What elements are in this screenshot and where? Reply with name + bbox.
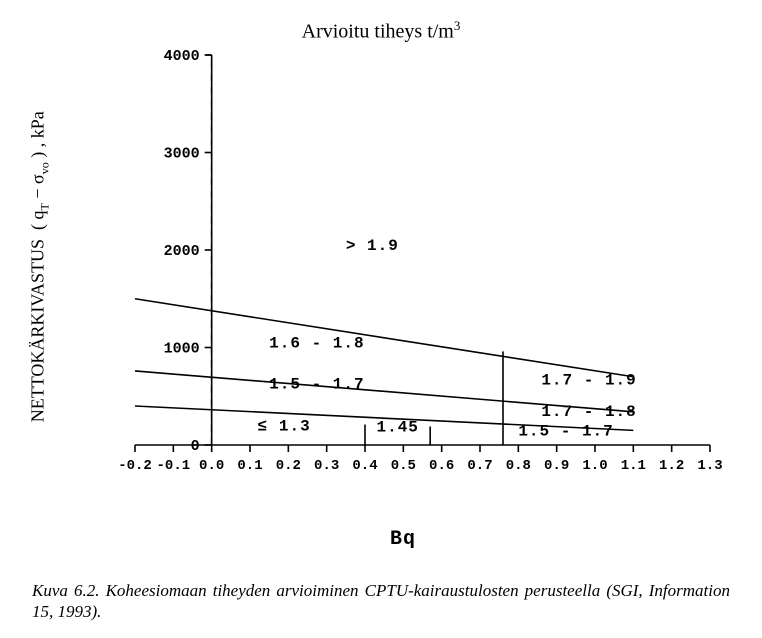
x-tick-label: 0.3 — [314, 458, 339, 474]
region-label-5: 1.5 - 1.7 — [518, 422, 613, 440]
x-tick-label: -0.2 — [118, 458, 152, 474]
y-tick-label: 4000 — [164, 48, 200, 65]
y-axis-label-plain: NETTOKÄRKIVASTUS — [28, 239, 48, 422]
x-tick-label: 1.0 — [582, 458, 607, 474]
x-axis-label: Bq — [390, 528, 416, 551]
x-tick-label: 0.2 — [276, 458, 301, 474]
y-tick-label: 0 — [191, 438, 200, 455]
chart-title-text: Arvioitu tiheys t/m — [302, 21, 454, 43]
density-chart: 0 1000 2000 3000 4000 -0.2 -0.1 0.0 0.1 0.2 0.3 0.4… — [85, 45, 725, 505]
y-axis-sub-vo: vo — [37, 162, 51, 174]
figure-caption: Kuva 6.2. Koheesiomaan tiheyden arvioimi… — [32, 580, 730, 623]
x-tick-label: 0.0 — [199, 458, 224, 474]
boundary-line-0 — [135, 299, 633, 377]
region-label-3: ≤ 1.3 — [258, 417, 311, 435]
x-tick-label: 1.3 — [697, 458, 722, 474]
x-tick-label: 1.1 — [621, 458, 646, 474]
x-tick-label: 0.8 — [506, 458, 531, 474]
x-tick-label: 0.6 — [429, 458, 454, 474]
region-label-2: 1.5 - 1.7 — [269, 375, 364, 393]
chart-title: Arvioitu tiheys t/m3 — [0, 18, 762, 44]
x-tick-label: 0.7 — [467, 458, 492, 474]
y-tick-label: 3000 — [164, 146, 200, 163]
y-tick-label: 1000 — [164, 341, 200, 358]
y-tick-label: 2000 — [164, 243, 200, 260]
x-tick-label: 0.4 — [352, 458, 377, 474]
figure-caption-text: Kuva 6.2. Koheesiomaan tiheyden arvioimi… — [32, 581, 730, 621]
x-axis-label-text: Bq — [390, 528, 416, 551]
region-label-4: 1.45 — [377, 418, 419, 436]
x-tick-label: 0.5 — [391, 458, 416, 474]
chart-title-sup: 3 — [454, 18, 461, 33]
y-axis-sub-t: T — [37, 203, 51, 210]
y-axis-label: NETTOKÄRKIVASTUS ( qT − σvo ) , kPa — [28, 142, 53, 422]
x-tick-label: -0.1 — [157, 458, 191, 474]
x-tick-label: 0.9 — [544, 458, 569, 474]
region-label-6: 1.7 - 1.8 — [541, 403, 636, 421]
region-label-0: > 1.9 — [346, 237, 399, 255]
x-tick-label: 0.1 — [237, 458, 262, 474]
x-tick-label: 1.2 — [659, 458, 684, 474]
region-label-1: 1.6 - 1.8 — [269, 335, 364, 353]
region-label-7: 1.7 - 1.9 — [541, 372, 636, 390]
